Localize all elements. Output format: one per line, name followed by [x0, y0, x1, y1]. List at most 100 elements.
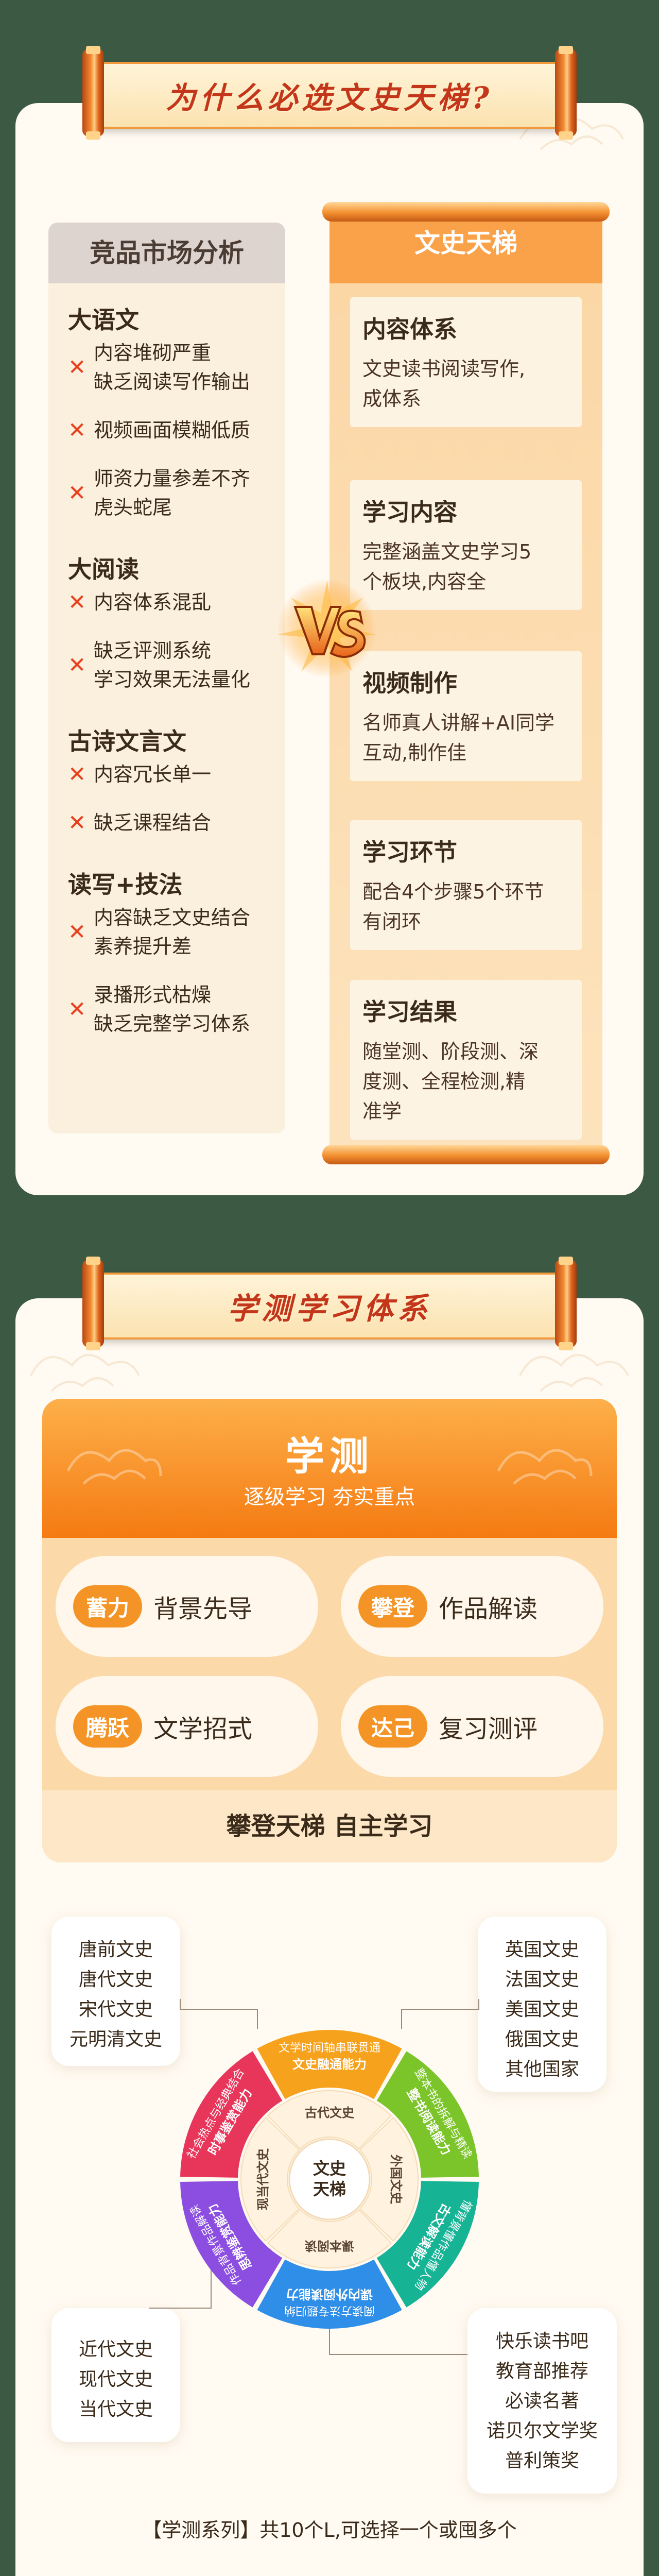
- con-item-line: 虎头蛇尾: [94, 496, 172, 519]
- advantage-line: 文史读书阅读写作,: [362, 358, 526, 380]
- advantage-line: 随堂测、阶段测、深: [362, 1040, 539, 1063]
- note-line: 快乐读书吧: [495, 2331, 588, 2352]
- feature-card-panden: 攀登 作品解读: [341, 1556, 603, 1657]
- scroll-rod-right: [555, 1257, 577, 1350]
- con-item-line: 视频画面模糊低质: [94, 419, 251, 442]
- competitor-group-title: 古诗文言文: [68, 727, 186, 755]
- con-item: ✕ 缺乏评测系统学习效果无法量化: [68, 636, 284, 694]
- wheel-inner-segment: [240, 2117, 300, 2242]
- wheel-center: [288, 2138, 371, 2221]
- note-line: 当代文史: [78, 2399, 153, 2420]
- con-item-line: 缺乏评测系统: [94, 639, 212, 662]
- advantage-title: 学习内容: [362, 498, 457, 526]
- connector-line: [180, 1999, 258, 2029]
- note-line: 法国文史: [505, 1969, 579, 1990]
- scroll-rod-left: [82, 46, 104, 140]
- advantage-title: 学习结果: [362, 998, 457, 1026]
- cloud-icon: [497, 1449, 593, 1485]
- note-card-reading: 快乐读书吧 教育部推荐 必读名著 诺贝尔文学奖 普利策奖: [467, 2308, 617, 2494]
- wheel-center-line-2: 天梯: [313, 2179, 346, 2199]
- con-item: ✕ 内容堆砌严重 缺乏阅读写作输出: [68, 338, 284, 396]
- advantage-line: 完整涵盖文史学习5: [362, 540, 532, 563]
- connector-line: [401, 1999, 479, 2029]
- xuece-subtitle: 逐级学习 夯实重点: [244, 1485, 415, 1509]
- con-item: ✕ 内容缺乏文史结合 素养提升差: [68, 903, 284, 961]
- competitor-panel: [48, 223, 285, 1133]
- cross-icon: ✕: [68, 996, 86, 1022]
- connector-line: [329, 2329, 467, 2355]
- feature-tag: 攀登: [358, 1585, 427, 1628]
- con-item-line: 内容体系混乱: [94, 591, 212, 614]
- feature-tag: 达己: [358, 1705, 427, 1748]
- cloud-icon: [66, 1449, 162, 1485]
- advantage-line: 配合4个步骤5个环节: [362, 880, 544, 903]
- xuece-footer: 攀登天梯 自主学习: [42, 1790, 617, 1862]
- wheel-outer-label: 文史融通能力: [292, 2057, 367, 2072]
- wheel-inner-segment: [267, 2209, 392, 2268]
- advantage-item: 学习环节 配合4个步骤5个环节 有闭环: [350, 820, 582, 950]
- cross-icon: ✕: [68, 810, 86, 835]
- advantage-line: 准学: [362, 1100, 402, 1123]
- con-item-line: 师资力量参差不齐: [94, 467, 251, 490]
- advantage-item: 学习内容 完整涵盖文史学习5 个板块,内容全: [350, 480, 582, 610]
- con-item: ✕ 师资力量参差不齐 虎头蛇尾: [68, 464, 284, 522]
- note-line: 美国文史: [505, 1999, 579, 2020]
- scroll-rod-bottom: [322, 1145, 610, 1164]
- cross-icon: ✕: [68, 417, 86, 443]
- feature-label: 复习测评: [439, 1715, 538, 1743]
- ability-wheel: 文学时间轴串联贯通文史融通能力整本书的拆解与精读整书阅读能力懂背景懂作品懂人物古…: [149, 1999, 479, 2355]
- cross-icon: ✕: [68, 761, 86, 787]
- wheel-outer-segment: [180, 2181, 283, 2308]
- note-card-ancient: 唐前文史 唐代文史 宋代文史 元明清文史: [51, 1917, 180, 2066]
- series-footer-note: 【学测系列】共10个L,可选择一个或囤多个: [142, 2519, 517, 2541]
- wheel-inner-label: 外国文史: [389, 2155, 403, 2205]
- advantage-title: 视频制作: [362, 669, 457, 697]
- note-line: 英国文史: [505, 1939, 579, 1960]
- competitor-group-title: 大语文: [68, 306, 139, 334]
- competitor-group-title: 读写+技法: [68, 871, 183, 899]
- section-title: 学测学习体系: [227, 1291, 431, 1326]
- con-item-line: 内容冗长单一: [94, 763, 212, 786]
- wheel-inner-segment: [267, 2090, 392, 2150]
- con-item-line: 缺乏完整学习体系: [94, 1012, 251, 1035]
- wheel-outer-label: 文学时间轴串联贯通: [279, 2042, 380, 2055]
- advantage-line: 名师真人讲解+AI同学: [362, 711, 555, 734]
- con-item-line: 内容堆砌严重: [94, 342, 212, 364]
- connector-line: [149, 2267, 212, 2309]
- note-card-foreign: 英国文史 法国文史 美国文史 俄国文史 其他国家: [478, 1917, 606, 2092]
- advantage-item: 内容体系 文史读书阅读写作, 成体系: [350, 297, 582, 427]
- advantage-line: 互动,制作佳: [362, 741, 467, 764]
- note-line: 唐前文史: [78, 1939, 153, 1960]
- feature-label: 文学招式: [153, 1715, 253, 1743]
- advantage-line: 度测、全程检测,精: [362, 1070, 526, 1093]
- cross-icon: ✕: [68, 589, 86, 615]
- feature-tag: 蓄力: [73, 1585, 142, 1628]
- feature-label: 背景先导: [153, 1595, 253, 1623]
- wheel-outer-segment: [180, 2051, 283, 2178]
- advantage-header: 文史天梯: [414, 228, 517, 258]
- con-item: ✕ 录播形式枯燥 缺乏完整学习体系: [68, 980, 284, 1038]
- wheel-inner-label: 现当代文史: [256, 2148, 270, 2210]
- why-choose-banner: 为什么必选文史天梯?: [72, 46, 587, 140]
- con-item-line: 学习效果无法量化: [94, 668, 251, 691]
- competitor-header: 竞品市场分析: [48, 223, 285, 283]
- cross-icon: ✕: [68, 652, 86, 677]
- con-item-line: 素养提升差: [94, 935, 192, 958]
- wheel-outer-segment: [257, 2259, 402, 2329]
- competitor-group-title: 大阅读: [68, 555, 139, 583]
- section-title: 为什么必选文史天梯?: [166, 80, 493, 115]
- advantage-item: 视频制作名师真人讲解+AI同学 互动,制作佳: [350, 651, 582, 781]
- wheel-outer-segment: [257, 2030, 402, 2099]
- note-line: 现代文史: [78, 2369, 153, 2390]
- wheel-inner-segment: [359, 2117, 419, 2242]
- con-item: ✕ 内容体系混乱: [68, 588, 284, 617]
- con-item: ✕ 内容冗长单一: [68, 760, 284, 789]
- wheel-inner-label: 课本阅读: [305, 2239, 354, 2253]
- feature-label: 作品解读: [439, 1595, 538, 1623]
- con-item: ✕ 缺乏课程结合: [68, 808, 284, 837]
- wenshi-tianti-scroll: 文史天梯 内容体系 文史读书阅读写作, 成体系 学习内容 完整涵盖文史学习5 个板块,内容…: [322, 202, 610, 1164]
- advantage-line: 有闭环: [362, 910, 422, 933]
- scroll-rod-left: [82, 1257, 104, 1350]
- wheel-inner-label: 古代文史: [305, 2106, 355, 2120]
- advantage-item: 学习结果随堂测、阶段测、深 度测、全程检测,精 准学: [350, 980, 582, 1140]
